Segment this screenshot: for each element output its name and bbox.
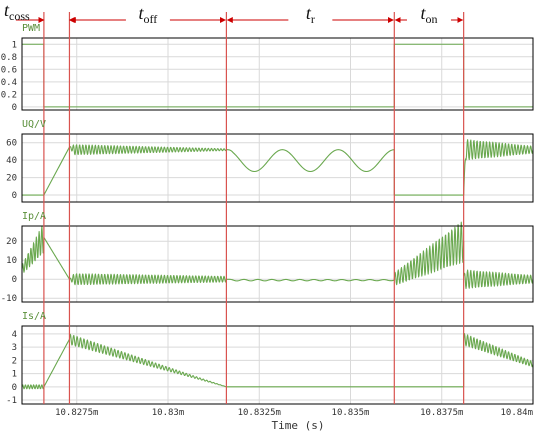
y-tick-label: 3 [12, 343, 17, 353]
interval-label: ton [420, 3, 437, 26]
panel-label: UQ/V [22, 119, 46, 130]
y-tick-label: 0 [12, 275, 17, 285]
interval-label-main: t [4, 0, 10, 20]
x-tick-label: 10.8325m [238, 408, 281, 418]
y-tick-label: 40 [6, 156, 17, 166]
interval-label: toff [139, 3, 158, 26]
y-tick-label: 0.8 [1, 53, 17, 63]
tick-layer: 10.80.60.40.20PWM6040200UQ/V20100-10Ip/A… [1, 23, 533, 418]
y-tick-label: -10 [1, 294, 17, 304]
y-tick-label: 20 [6, 174, 17, 184]
interval-label-sub: coss [9, 9, 30, 23]
interval-label-sub: r [311, 12, 315, 26]
y-tick-label: 10 [6, 256, 17, 266]
panel-frame [21, 325, 534, 405]
signal-trace [21, 333, 534, 390]
x-axis-label: Time (s) [272, 419, 325, 432]
panel-frame [21, 133, 534, 203]
y-tick-label: 0.2 [1, 90, 17, 100]
y-tick-label: 1 [12, 40, 17, 50]
panel-label: PWM [22, 23, 40, 34]
interval-label-main: t [306, 3, 312, 23]
x-tick-label: 10.84m [500, 408, 533, 418]
y-tick-label: 1 [12, 370, 17, 380]
y-tick-label: 0 [12, 383, 17, 393]
x-tick-label: 10.8375m [420, 408, 463, 418]
y-tick-label: 0 [12, 191, 17, 201]
interval-label-bg [288, 2, 333, 26]
interval-label: tcoss [4, 0, 30, 23]
signal-layer [21, 43, 534, 390]
signal-trace [21, 43, 534, 108]
interval-label-bg [125, 2, 170, 26]
interval-label-sub: on [425, 12, 437, 26]
panel-label: Ip/A [22, 211, 46, 222]
x-tick-label: 10.835m [332, 408, 370, 418]
panel-frame [21, 225, 534, 303]
grid-layer [22, 38, 534, 404]
interval-label: tr [306, 3, 315, 26]
interval-label-bg [406, 2, 451, 26]
interval-label-main: t [139, 3, 145, 23]
x-tick-label: 10.8275m [55, 408, 98, 418]
signal-trace [21, 139, 534, 196]
y-tick-label: 0.4 [1, 78, 17, 88]
y-tick-label: 0.6 [1, 65, 17, 75]
y-tick-label: 0 [12, 103, 17, 113]
y-tick-label: 60 [6, 139, 17, 149]
divider-layer [43, 12, 465, 404]
interval-label-sub: off [144, 12, 158, 26]
interval-label-main: t [420, 3, 426, 23]
panel-frame [21, 37, 534, 111]
y-tick-label: 4 [12, 330, 17, 340]
panel-label: Is/A [22, 311, 46, 322]
frame-layer [21, 37, 534, 405]
signal-trace [21, 221, 534, 290]
y-tick-label: 2 [12, 356, 17, 366]
annotation-layer: tcoss toff tr ton [4, 0, 464, 26]
y-tick-label: 20 [6, 237, 17, 247]
y-tick-label: -1 [6, 396, 17, 406]
x-tick-label: 10.83m [152, 408, 185, 418]
